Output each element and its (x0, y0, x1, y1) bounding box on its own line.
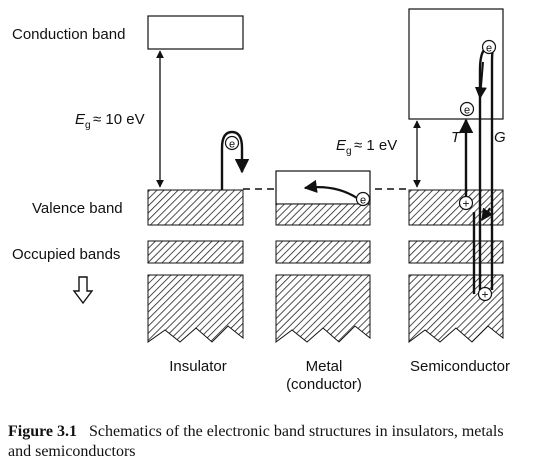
band-diagram: Conduction band Valence band Occupied ba… (12, 8, 510, 393)
insulator-valence-band (147, 189, 244, 226)
semiconductor-gap-subscript: g (346, 146, 352, 157)
thermal-label: T (451, 129, 462, 146)
generation-label: G (494, 129, 506, 146)
figure-caption-text: Schematics of the electronic band struct… (8, 423, 504, 460)
insulator-gap-symbol: E (75, 111, 86, 128)
semiconductor-hole-upper-icon (458, 195, 474, 211)
insulator-electron-path (220, 130, 250, 190)
semiconductor-hole-deep-symbol: + (481, 288, 488, 302)
semiconductor-electron-top-icon (481, 39, 497, 55)
semiconductor-electron-lower-icon (459, 101, 475, 117)
insulator-deep-bands (147, 274, 244, 343)
metal-electron-icon (355, 191, 371, 207)
metal-deep-bands (275, 274, 371, 343)
metal-label: Metal (306, 358, 343, 375)
figure-number: Figure 3.1 (8, 423, 78, 440)
insulator-conduction-band (147, 15, 244, 50)
down-arrow-icon (72, 276, 94, 305)
conductor-label: (conductor) (286, 376, 362, 393)
metal-electron-path (303, 179, 358, 199)
valence-band-label: Valence band (32, 200, 123, 217)
semiconductor-gap-symbol: E (336, 137, 347, 154)
occupied-bands-label: Occupied bands (12, 246, 120, 263)
semiconductor-electron-top-symbol: e (486, 43, 492, 55)
semiconductor-electron-lower-symbol: e (464, 105, 470, 117)
insulator-occupied-band (147, 240, 244, 264)
metal-band-filled (275, 203, 371, 226)
semiconductor-occupied-band (408, 240, 504, 264)
metal-electron-symbol: e (360, 195, 366, 207)
semiconductor-hole-deep-icon (477, 286, 493, 302)
figure-caption: Figure 3.1 Schematics of the electronic … (8, 422, 523, 462)
semiconductor-deep-bands (408, 274, 504, 343)
hole-arrow (481, 207, 493, 221)
insulator-gap-subscript: g (85, 120, 91, 131)
semiconductor-gap-value: ≈ 1 eV (354, 137, 397, 154)
insulator-electron-icon (224, 135, 240, 151)
conduction-band-label: Conduction band (12, 26, 125, 43)
insulator-gap-value: ≈ 10 eV (93, 111, 145, 128)
semiconductor-conduction-band (408, 8, 504, 120)
semiconductor-label: Semiconductor (410, 358, 510, 375)
semiconductor-hole-upper-symbol: + (462, 197, 469, 211)
generation-down-arrow (474, 61, 487, 100)
insulator-label: Insulator (169, 358, 227, 375)
generation-path-right (490, 47, 495, 290)
metal-occupied-band (275, 240, 371, 264)
semiconductor-valence-band (408, 189, 504, 226)
insulator-electron-symbol: e (229, 139, 235, 151)
